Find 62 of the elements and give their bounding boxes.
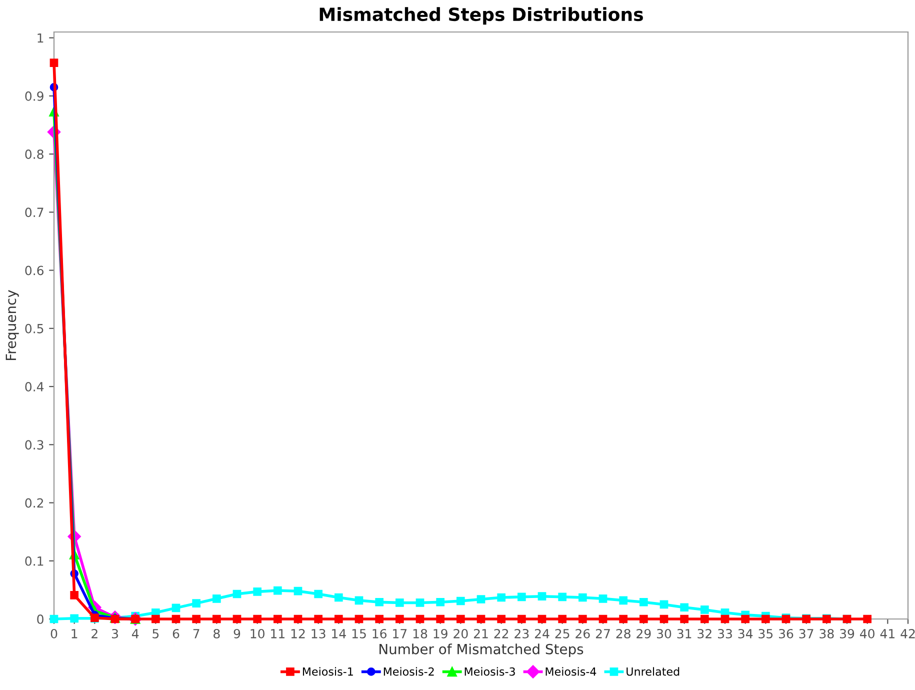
x-tick-label: 42 (900, 628, 915, 638)
legend-label: Meiosis-2 (384, 667, 434, 676)
x-tick-label: 27 (596, 628, 610, 638)
x-tick-label: 7 (193, 629, 200, 638)
y-tick-label: 0 (37, 614, 44, 624)
x-axis-title: Number of Mismatched Steps (380, 644, 584, 658)
x-tick-label: 0 (50, 628, 58, 638)
x-tick-label: 6 (172, 628, 180, 638)
x-tick-label: 30 (657, 628, 672, 638)
y-tick-label: 0.4 (25, 382, 44, 392)
y-tick-label: 0.2 (25, 498, 44, 508)
x-tick-label: 33 (718, 628, 732, 638)
x-tick-label: 12 (291, 628, 305, 638)
x-tick-label: 25 (555, 628, 570, 638)
x-tick-label: 5 (152, 629, 159, 638)
x-tick-label: 13 (312, 628, 326, 638)
x-tick-label: 14 (332, 629, 346, 638)
x-tick-label: 23 (514, 628, 529, 638)
legend-label: Meiosis-4 (546, 667, 596, 676)
x-tick-label: 9 (234, 628, 240, 638)
x-tick-label: 37 (799, 628, 814, 638)
x-tick-label: 4 (132, 629, 139, 638)
y-axis-title: Frequency (6, 290, 19, 360)
y-tick-label: 0.8 (25, 150, 44, 159)
y-tick-label: 0.7 (25, 208, 44, 218)
x-tick-label: 40 (860, 628, 874, 638)
x-tick-label: 16 (372, 628, 386, 638)
x-tick-label: 35 (758, 628, 773, 638)
x-tick-label: 24 (534, 628, 550, 638)
x-tick-label: 22 (494, 628, 508, 638)
legend-label: Meiosis-1 (302, 667, 353, 676)
y-tick-label: 0.9 (25, 91, 44, 101)
x-tick-label: 17 (393, 629, 407, 638)
x-tick-label: 8 (214, 628, 220, 638)
x-tick-label: 11 (271, 629, 284, 638)
x-tick-label: 38 (820, 628, 834, 638)
x-tick-label: 28 (616, 628, 630, 638)
x-tick-label: 41 (880, 629, 894, 638)
x-tick-label: 34 (738, 628, 753, 638)
x-tick-label: 2 (92, 628, 98, 638)
x-tick-label: 1 (72, 629, 78, 638)
x-tick-label: 31 (677, 628, 692, 638)
y-tick-label: 0.1 (25, 556, 44, 566)
x-tick-label: 20 (454, 628, 468, 638)
x-tick-label: 32 (698, 628, 712, 638)
x-tick-label: 36 (779, 628, 794, 638)
x-tick-label: 15 (352, 629, 366, 638)
x-tick-label: 18 (413, 628, 428, 638)
legend-label: Unrelated (626, 667, 680, 676)
y-tick-label: 1 (38, 33, 44, 43)
x-tick-label: 3 (112, 628, 118, 638)
y-tick-label: 0.6 (25, 266, 44, 276)
x-tick-label: 29 (636, 628, 651, 638)
x-tick-label: 26 (576, 628, 590, 638)
x-tick-label: 39 (840, 628, 854, 638)
x-tick-label: 10 (250, 628, 264, 638)
legend-label: Meiosis-3 (464, 667, 515, 676)
y-tick-label: 0.5 (25, 324, 44, 334)
x-tick-label: 21 (474, 628, 488, 638)
y-tick-label: 0.3 (25, 440, 44, 450)
chart-title: Mismatched Steps Distributions (320, 7, 643, 25)
x-tick-label: 19 (434, 628, 448, 638)
